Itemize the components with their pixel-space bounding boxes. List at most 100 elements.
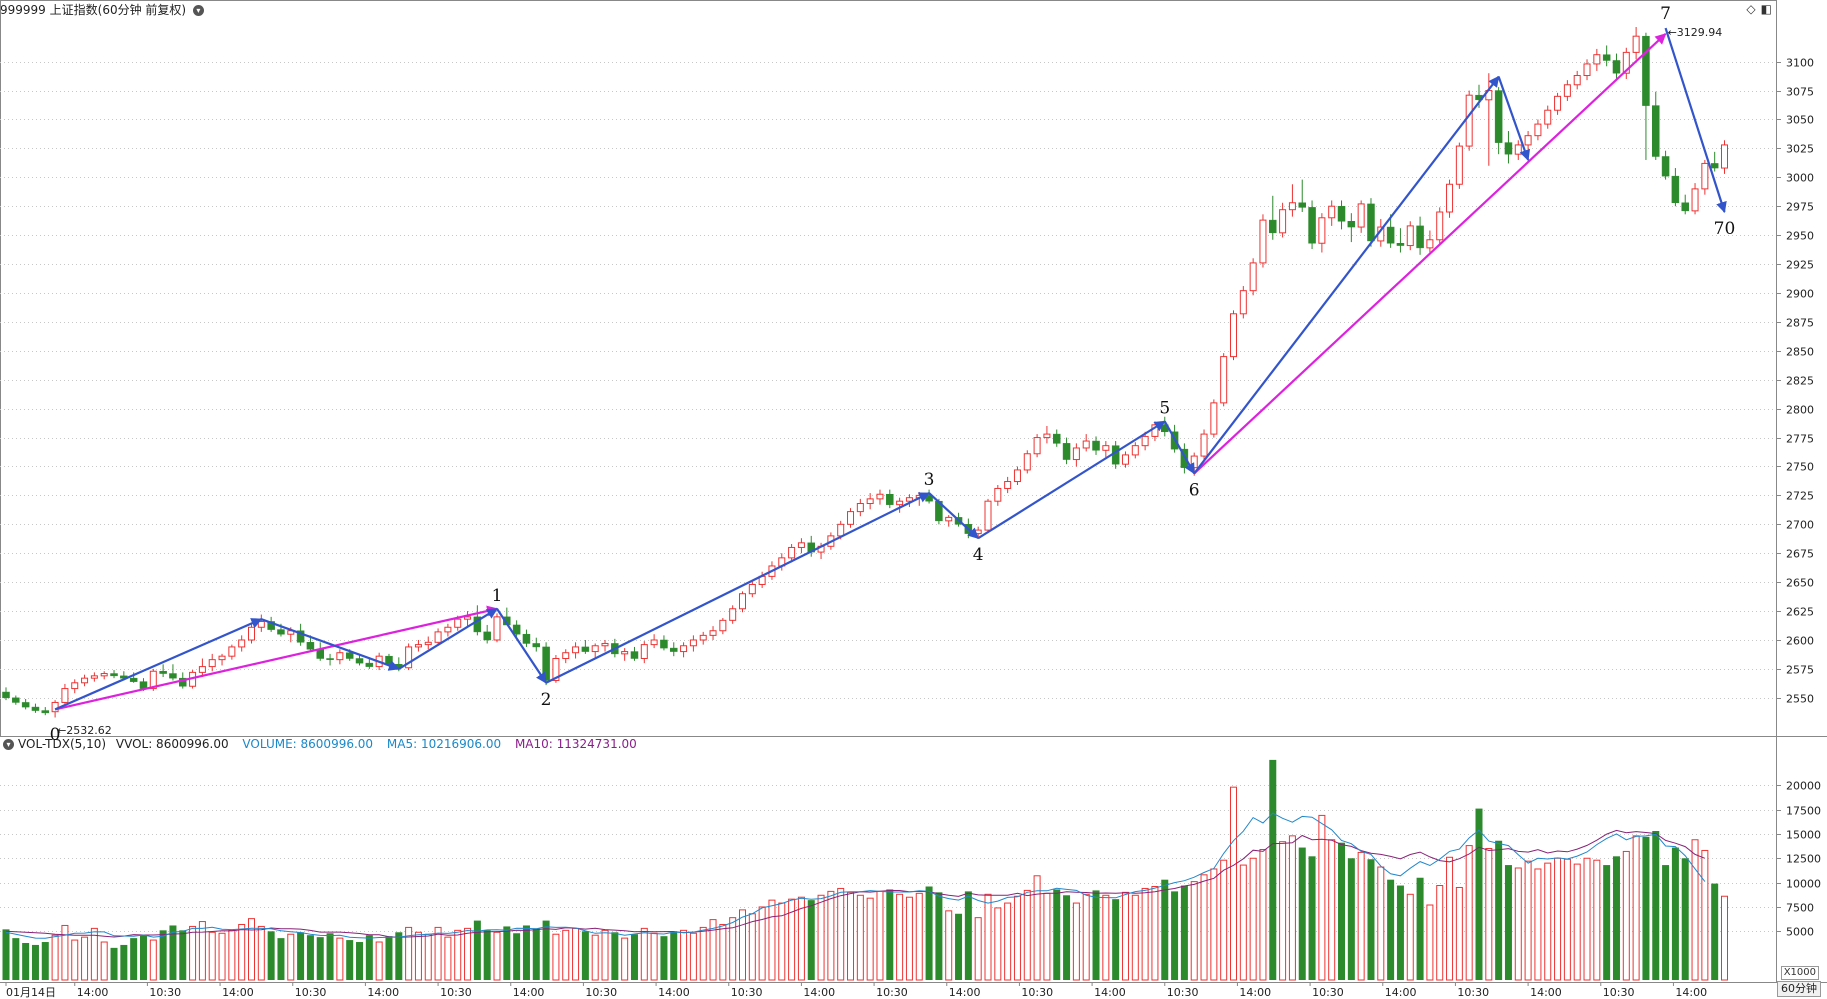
volume-bar [1691, 839, 1699, 981]
candle [1446, 179, 1454, 218]
volume-bar [1328, 839, 1336, 981]
volume-bar [1416, 877, 1424, 980]
candle [1494, 87, 1503, 155]
candle [1622, 47, 1630, 79]
volume-tick-label: 5000 [1786, 926, 1814, 939]
volume-bar [1210, 868, 1218, 981]
volume-bar [915, 892, 923, 981]
candle-body [1357, 203, 1365, 228]
candle-body [1465, 94, 1473, 147]
volume-bar [139, 935, 147, 980]
volume-bar [2, 929, 10, 980]
volume-bar [12, 938, 20, 980]
candle [739, 591, 746, 613]
wave-line-blue [1193, 75, 1500, 475]
candle [1436, 207, 1444, 245]
candle-body [139, 681, 148, 689]
candle-body [1210, 402, 1218, 435]
candle-body [169, 673, 177, 679]
price-tick-label: 2650 [1786, 577, 1814, 590]
volume-bar [1318, 814, 1326, 981]
candle-body [1544, 109, 1552, 125]
volume-bar [1200, 874, 1208, 981]
diamond-icon[interactable]: ◇ [1746, 2, 1756, 16]
volume-bar [248, 918, 255, 981]
candle-body [385, 655, 393, 665]
volume-bar [306, 935, 314, 980]
candle-body [1396, 242, 1405, 246]
candle-body [434, 631, 442, 643]
candle [699, 631, 707, 645]
candle-body [41, 710, 50, 714]
candle-body [1337, 205, 1346, 222]
candle-body [945, 516, 953, 522]
period-button[interactable]: 60分钟 [1777, 981, 1821, 997]
volume-bar [847, 891, 855, 981]
volume-bar [1269, 759, 1277, 980]
volume-bar [1711, 883, 1719, 980]
candle [512, 620, 521, 637]
volume-bar [375, 941, 383, 981]
candle [1220, 353, 1228, 407]
candle-body [149, 670, 157, 690]
candle [1534, 119, 1542, 141]
candle [905, 494, 913, 507]
chevron-down-icon[interactable]: ▾ [192, 5, 204, 16]
chevron-down-icon[interactable]: ▾ [3, 739, 14, 750]
candle-body [552, 658, 560, 681]
volume-bar [542, 920, 550, 980]
candle [1504, 131, 1513, 164]
candle-body [424, 641, 432, 646]
volume-bar [1377, 866, 1385, 981]
wave-line-magenta [54, 605, 499, 711]
ma10-line [5, 829, 1706, 938]
candle [572, 642, 580, 659]
candle [1043, 426, 1051, 444]
volume-bar [1141, 887, 1149, 981]
candle [601, 639, 609, 652]
candle-body [719, 619, 727, 632]
wave-line-blue [1664, 27, 1727, 214]
candle-body [1406, 225, 1414, 247]
candle-body [709, 630, 717, 636]
panel-toggle-icon[interactable]: ◧ [1760, 2, 1772, 16]
candle [709, 626, 717, 640]
volume-bar [532, 928, 540, 980]
x-tick-label: 10:30 [876, 986, 908, 999]
wave-line-blue [496, 608, 548, 684]
candle [1269, 195, 1277, 240]
volume-tick-label: 20000 [1786, 780, 1821, 793]
volume-bar [905, 896, 913, 981]
volume-bar [454, 929, 462, 981]
candle [1426, 230, 1434, 253]
candle-body [1573, 75, 1581, 86]
candle [876, 489, 884, 505]
volume-bar [640, 927, 648, 981]
candle [228, 644, 236, 660]
candle-body [1612, 60, 1621, 74]
candle [797, 538, 805, 554]
x-tick-label: 14:00 [949, 986, 981, 999]
candle-body [414, 644, 422, 648]
wave-line-blue [398, 607, 498, 670]
candle [1554, 92, 1562, 115]
candle-body [208, 659, 216, 668]
candle [1298, 179, 1306, 213]
candle-body [110, 673, 118, 677]
candle [41, 707, 50, 716]
price-tick-label: 2550 [1786, 693, 1814, 706]
candle-body [218, 655, 226, 661]
x-tick-label: 10:30 [295, 986, 327, 999]
candle-body [326, 658, 334, 660]
volume-bar [1534, 868, 1542, 981]
candle [1681, 194, 1689, 215]
candle [1386, 214, 1395, 248]
candle [1004, 476, 1012, 494]
volume-bar [1033, 875, 1041, 981]
candle [414, 639, 422, 652]
candle [1121, 451, 1129, 468]
volume-tick-label: 15000 [1786, 829, 1821, 842]
candle [424, 636, 432, 650]
candle-body [847, 511, 855, 525]
